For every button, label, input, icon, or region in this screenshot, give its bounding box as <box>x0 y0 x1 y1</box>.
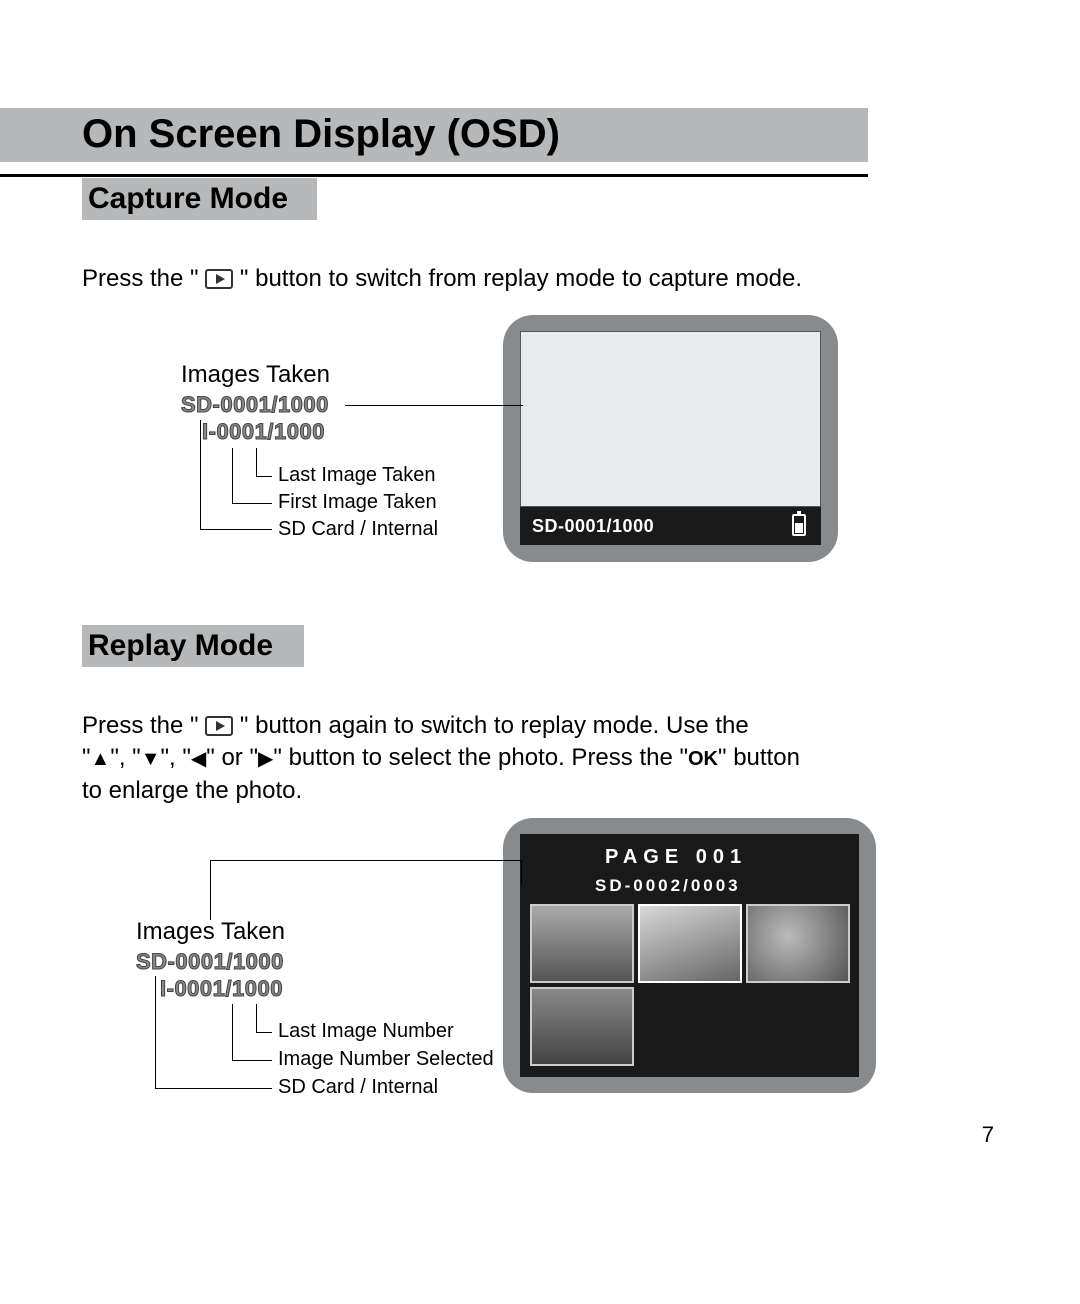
replay-counter-i: I-0001/1000 <box>160 976 283 1002</box>
capture-callout-last: Last Image Taken <box>278 464 436 487</box>
replay-screen-page: PAGE 001 <box>605 846 747 869</box>
up-arrow-icon: ▲ <box>91 748 111 770</box>
play-icon <box>205 716 233 736</box>
replay-instruction: Press the " " button again to switch to … <box>82 710 982 807</box>
cline-v-first <box>232 448 233 504</box>
rline-s3 <box>155 1088 272 1089</box>
left-arrow-icon: ◀ <box>191 748 206 770</box>
replay-callout-last: Last Image Number <box>278 1020 454 1043</box>
replay-instr-line3: to enlarge the photo. <box>82 777 302 804</box>
replay-heading: Replay Mode <box>82 625 304 667</box>
capture-heading: Capture Mode <box>82 178 317 220</box>
capture-callout-sdcard: SD Card / Internal <box>278 518 438 541</box>
battery-icon <box>792 514 806 536</box>
rline-down <box>521 860 522 884</box>
thumb-1 <box>530 904 634 983</box>
rline-up <box>210 860 211 920</box>
page-number: 7 <box>982 1122 994 1148</box>
rline-s2 <box>232 1060 272 1061</box>
capture-counter-sd: SD-0001/1000 <box>181 392 329 418</box>
capture-images-taken-label: Images Taken <box>181 361 330 389</box>
cline-h1 <box>345 405 523 406</box>
replay-callout-selected: Image Number Selected <box>278 1048 494 1071</box>
thumb-3 <box>746 904 850 983</box>
cline-v-sdcard <box>200 420 201 530</box>
rline-v-sdc <box>155 976 156 1089</box>
rline-s1 <box>256 1032 272 1033</box>
rline-v-last <box>256 1004 257 1033</box>
capture-counter-i: I-0001/1000 <box>202 419 325 445</box>
replay-screen-count: SD-0002/0003 <box>595 876 741 896</box>
cline-s3 <box>200 529 272 530</box>
replay-images-taken-label: Images Taken <box>136 918 285 946</box>
replay-counter-sd: SD-0001/1000 <box>136 949 284 975</box>
thumb-2 <box>638 904 742 983</box>
right-arrow-icon: ▶ <box>258 748 273 770</box>
capture-screen-light <box>520 331 821 507</box>
cline-s2 <box>232 503 272 504</box>
rline-v-sel <box>232 1004 233 1061</box>
rline-over <box>210 860 522 861</box>
replay-callout-sdcard: SD Card / Internal <box>278 1076 438 1099</box>
play-icon <box>205 269 233 289</box>
title-underline <box>0 174 868 177</box>
thumb-4 <box>530 987 634 1066</box>
ok-label: OK <box>688 748 718 770</box>
cline-v-last <box>256 448 257 477</box>
capture-instr-post: " button to switch from replay mode to c… <box>240 265 802 292</box>
replay-instr-pre: Press the " <box>82 712 199 739</box>
capture-instr-pre: Press the " <box>82 265 199 292</box>
capture-instruction: Press the " " button to switch from repl… <box>82 263 962 295</box>
cline-s1 <box>256 476 272 477</box>
down-arrow-icon: ▼ <box>141 748 161 770</box>
capture-callout-first: First Image Taken <box>278 491 437 514</box>
replay-instr-post: " button again to switch to replay mode.… <box>240 712 749 739</box>
page-title: On Screen Display (OSD) <box>82 112 560 157</box>
capture-screen-status: SD-0001/1000 <box>532 516 654 537</box>
